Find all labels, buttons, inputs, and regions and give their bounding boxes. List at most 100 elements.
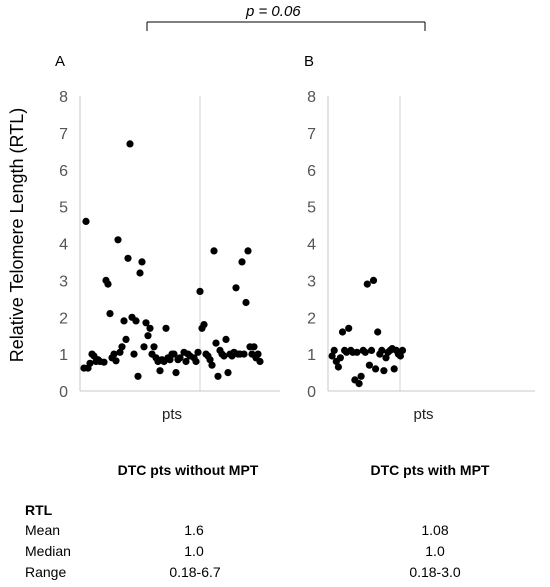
stats-label-median: Median xyxy=(25,543,71,559)
panel-a-data-point xyxy=(112,357,120,365)
panel-b-data-point xyxy=(334,363,342,371)
stats-median-a: 1.0 xyxy=(184,543,204,559)
panel-a-data-point xyxy=(170,350,178,358)
panel-a-data-point xyxy=(232,284,240,292)
panel-a-data-point xyxy=(122,335,130,343)
panel-b-plot: 0 1 2 3 4 5 6 7 8 pts xyxy=(307,89,535,423)
panel-a-y-tick-label: 0 xyxy=(59,384,68,401)
panel-a-data-point xyxy=(172,369,180,377)
stats-median-b: 1.0 xyxy=(425,543,445,559)
panel-a-data-point xyxy=(220,352,228,360)
significance-bracket: p = 0.06 xyxy=(146,3,426,31)
panel-a-data-point xyxy=(126,140,134,148)
panel-a-data-point xyxy=(182,357,190,366)
panel-a-data-point xyxy=(120,317,128,325)
panel-b-data-point xyxy=(396,352,404,360)
panel-b-y-tick-label: 4 xyxy=(307,237,316,254)
panel-a-data-point xyxy=(142,319,150,327)
panel-a-data-point xyxy=(118,343,126,351)
panel-b-data-point xyxy=(390,365,398,373)
panel-a-data-point xyxy=(110,350,118,358)
panel-a-data-point xyxy=(192,357,200,366)
panel-b-y-tick-label: 3 xyxy=(307,273,316,290)
panel-b-data-point xyxy=(378,346,386,354)
stats-label-range: Range xyxy=(25,564,67,580)
panel-a-x-axis-label: pts xyxy=(162,406,182,423)
panel-a-data-point xyxy=(224,369,232,377)
panel-b-y-tick-label: 6 xyxy=(307,163,316,180)
panel-a-data-point xyxy=(136,269,144,277)
panel-a-y-tick-label: 2 xyxy=(59,310,68,327)
panel-b-data-point xyxy=(367,346,376,354)
panel-label-a: A xyxy=(55,53,65,70)
panel-b-data-point xyxy=(338,328,347,336)
panel-a-plot: 0 1 2 3 4 5 6 7 8 pts xyxy=(59,89,280,423)
panel-b-data-point xyxy=(369,276,378,284)
panel-a-y-tick-label: 5 xyxy=(59,200,68,217)
panel-a-data-point xyxy=(242,298,250,307)
panel-a-data-point xyxy=(156,367,164,375)
y-axis-label: Relative Telomere Length (RTL) xyxy=(7,108,27,362)
panel-b-data-point xyxy=(372,365,380,373)
panel-b-data-point xyxy=(345,324,353,332)
panel-a-data-point xyxy=(134,372,142,380)
panel-b-y-tick-label: 2 xyxy=(307,310,316,327)
panel-a-data-point xyxy=(132,317,140,325)
panel-b-data-point xyxy=(398,346,407,354)
panel-b-y-tick-label: 0 xyxy=(307,384,316,401)
panel-b-y-tick-label: 8 xyxy=(307,89,316,106)
panel-b-data-point xyxy=(355,380,363,388)
panel-a-data-point xyxy=(244,247,252,255)
stats-mean-b: 1.08 xyxy=(421,522,449,538)
panel-label-b: B xyxy=(304,53,314,70)
panel-b-data-point xyxy=(328,352,336,360)
panel-a-data-point xyxy=(100,358,108,366)
panel-a-data-point xyxy=(212,339,220,347)
panel-a-data-point xyxy=(240,350,248,358)
panel-b-data-point xyxy=(336,354,344,362)
panel-a-y-tick-label: 7 xyxy=(59,126,68,143)
panel-a-data-point xyxy=(104,280,112,288)
group-a-header: DTC pts without MPT xyxy=(117,462,259,478)
stats-label-mean: Mean xyxy=(25,522,61,538)
panel-a-data-point xyxy=(106,310,114,318)
panel-a-data-point xyxy=(166,356,174,364)
panel-a-data-point xyxy=(162,324,170,332)
panel-b-data-point xyxy=(380,367,388,375)
panel-a-data-point xyxy=(210,247,218,255)
panel-a-data-point xyxy=(222,335,230,343)
panel-a-data-point xyxy=(254,350,262,358)
panel-a-data-point xyxy=(206,356,214,364)
p-value-label: p = 0.06 xyxy=(245,3,301,20)
panel-b-x-axis-label: pts xyxy=(413,406,433,423)
panel-b-data-point xyxy=(357,372,365,380)
panel-a-data-point xyxy=(82,217,90,225)
panel-a-y-tick-label: 4 xyxy=(59,237,68,254)
panel-a-data-point xyxy=(146,324,154,332)
panel-b-data-point xyxy=(374,328,382,336)
panel-b-data-point xyxy=(382,354,390,362)
stats-title: RTL xyxy=(25,502,53,518)
panel-a-data-point xyxy=(138,258,146,266)
panel-b-data-point xyxy=(330,346,338,354)
panel-a-data-point xyxy=(150,343,158,351)
panel-a-y-tick-label: 8 xyxy=(59,89,68,106)
stats-mean-a: 1.6 xyxy=(184,522,204,538)
panel-a-data-point xyxy=(86,359,94,367)
panel-b-data-point xyxy=(353,348,361,356)
panel-a-y-tick-label: 3 xyxy=(59,273,68,290)
panel-a-data-point xyxy=(140,343,148,351)
panel-b-data-point xyxy=(365,361,373,369)
panel-a-data-point xyxy=(116,348,124,356)
panel-a-data-point xyxy=(124,254,132,262)
stats-range-b: 0.18-3.0 xyxy=(409,564,461,580)
stats-range-a: 0.18-6.7 xyxy=(169,564,221,580)
panel-b-y-tick-label: 5 xyxy=(307,200,316,217)
panel-a-y-tick-label: 1 xyxy=(59,347,68,364)
panel-a-data-point xyxy=(176,354,184,362)
panel-a-data-point xyxy=(256,357,264,366)
panel-b-data-point xyxy=(361,348,369,356)
panel-a-data-point xyxy=(214,372,222,380)
panel-a-data-point xyxy=(200,321,208,329)
panel-b-data-point xyxy=(363,280,371,288)
